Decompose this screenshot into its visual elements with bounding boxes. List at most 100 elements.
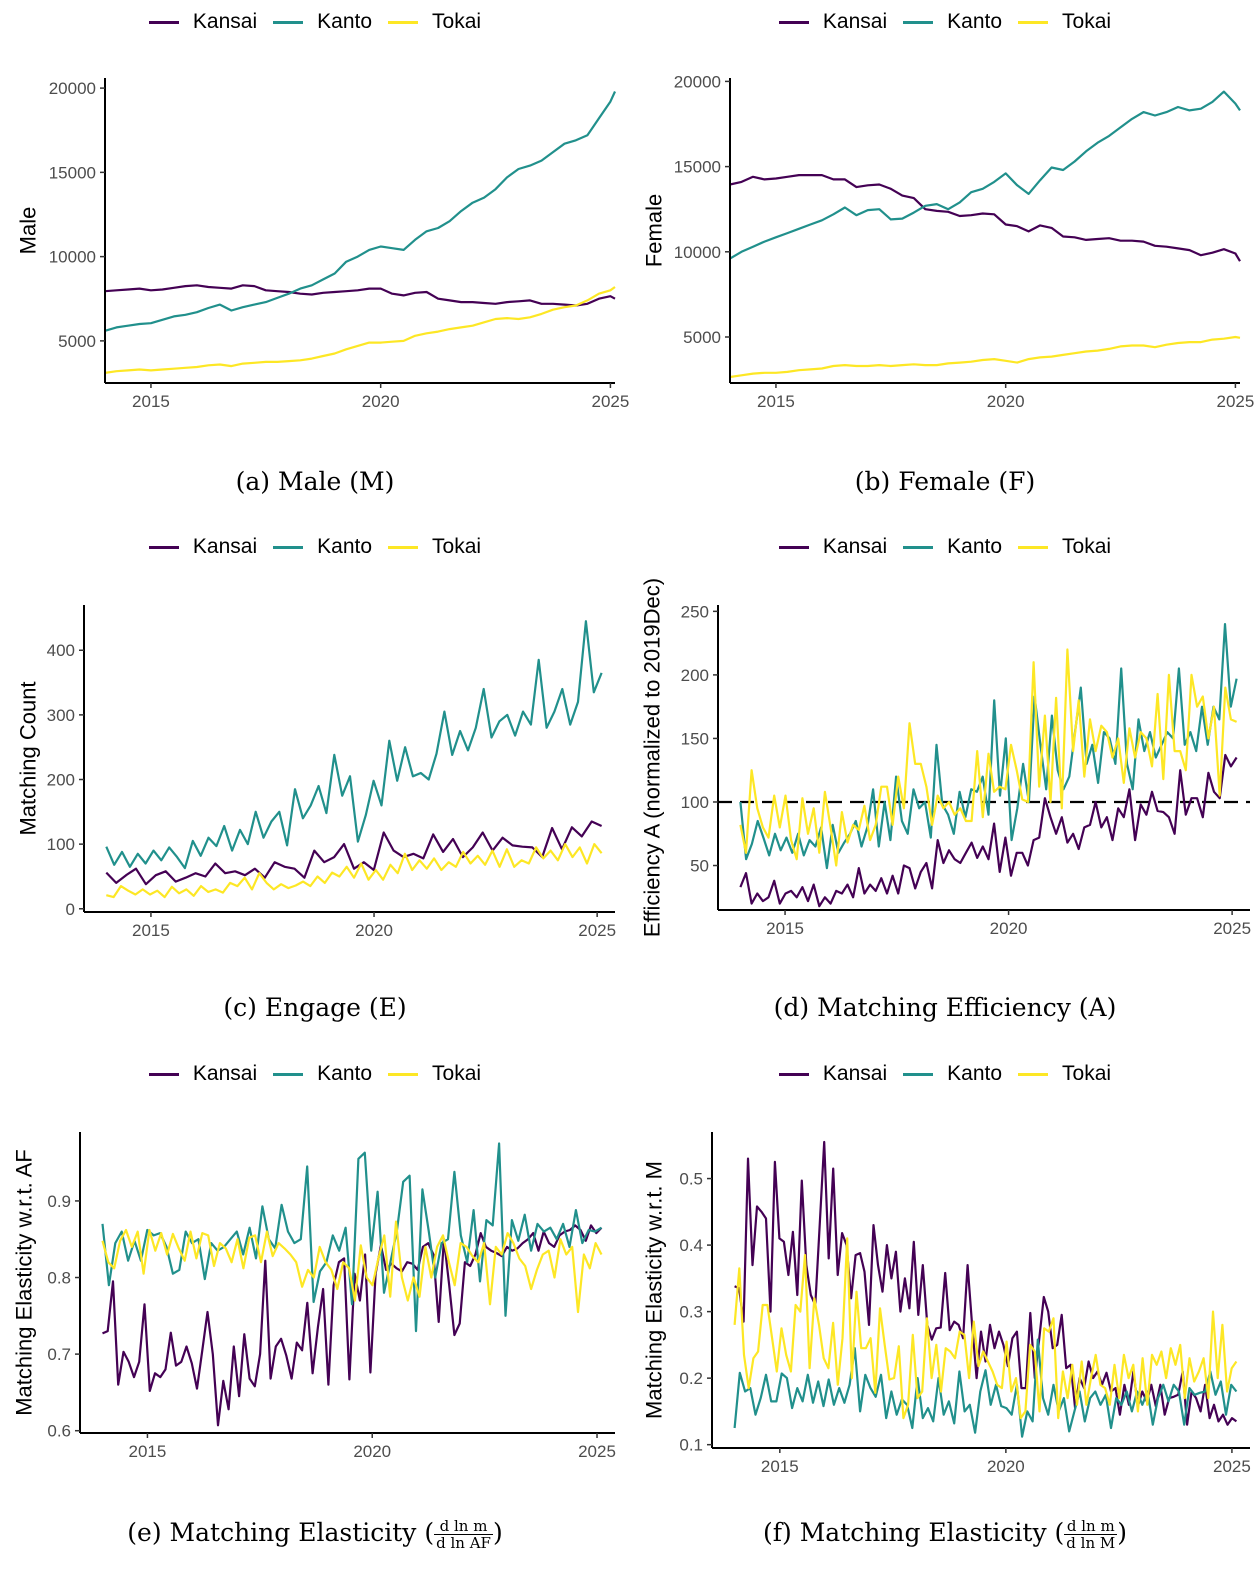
caption-a: (a) Male (M) — [235, 467, 395, 496]
panel-b-female: Kansai Kanto Tokai 5000 10000 15000 20000 2015… — [630, 0, 1260, 525]
legend-swatch — [273, 545, 304, 549]
legend-label: Kanto — [947, 535, 1003, 558]
legend-swatch — [1018, 545, 1049, 549]
legend-item-kansai: Kansai — [148, 535, 257, 559]
fraction-numerator: d ln m — [434, 1518, 493, 1535]
y-tick-label: 5000 — [683, 328, 721, 347]
legend-item-tokai: Tokai — [1018, 1062, 1111, 1086]
series-line-kanto — [104, 91, 617, 332]
caption-f-suffix: ) — [1117, 1518, 1128, 1547]
legend-item-tokai: Tokai — [388, 535, 481, 559]
fraction-denominator: d ln M — [1066, 1534, 1116, 1552]
legend-label: Kanto — [947, 1062, 1003, 1085]
x-tick-label: 2015 — [757, 392, 795, 411]
legend-item-kanto: Kanto — [273, 535, 372, 559]
legend-item-kansai: Kansai — [778, 10, 887, 34]
y-tick-label: 10000 — [674, 243, 721, 262]
chart-b: 5000 10000 15000 20000 2015 2020 2025 Female — [642, 72, 1255, 411]
y-tick-label: 0.7 — [47, 1345, 71, 1364]
legend: Kansai Kanto Tokai — [0, 10, 630, 34]
x-tick-label: 2025 — [1216, 392, 1254, 411]
legend-swatch — [1018, 1072, 1049, 1076]
y-tick-label: 0.9 — [47, 1192, 71, 1211]
x-tick-label: 2015 — [132, 921, 170, 940]
legend-label: Kansai — [822, 535, 888, 558]
y-tick-label: 0.2 — [679, 1369, 703, 1388]
y-tick-label: 0.3 — [679, 1303, 703, 1322]
legend-swatch — [903, 20, 934, 24]
y-tick-label: 0.6 — [47, 1422, 71, 1441]
legend-item-kanto: Kanto — [273, 1062, 372, 1086]
legend-item-tokai: Tokai — [1018, 535, 1111, 559]
y-tick-label: 200 — [47, 771, 75, 790]
legend-item-kansai: Kansai — [148, 1062, 258, 1086]
legend-swatch — [903, 1072, 934, 1076]
y-axis-title: Matching Count — [16, 681, 41, 835]
caption-e-prefix: (e) Matching Elasticity ( — [127, 1518, 435, 1547]
legend-swatch — [903, 545, 934, 549]
legend-label: Tokai — [1062, 535, 1112, 558]
legend-label: Kanto — [317, 535, 373, 558]
series-line-tokai — [729, 335, 1241, 379]
legend-swatch — [148, 20, 179, 24]
x-tick-label: 2020 — [353, 1442, 391, 1461]
legend-swatch — [388, 1072, 419, 1076]
caption-c: (c) Engage (E) — [223, 993, 407, 1022]
panel-a-male: Kansai Kanto Tokai 5000 10000 15000 20000 2015… — [0, 0, 630, 525]
x-tick-label: 2020 — [990, 919, 1028, 938]
legend-label: Tokai — [1062, 10, 1112, 33]
series-line-kansai — [104, 284, 616, 307]
series-line-kanto — [101, 1142, 603, 1333]
x-tick-label: 2020 — [987, 392, 1025, 411]
y-tick-label: 0.5 — [679, 1170, 703, 1189]
x-tick-label: 2025 — [591, 392, 629, 411]
chart-e: 0.6 0.7 0.8 0.9 2015 2020 2025 Matching Elastic… — [12, 1132, 616, 1461]
legend-label: Kanto — [317, 10, 373, 33]
y-tick-label: 20000 — [674, 72, 721, 91]
legend-item-kanto: Kanto — [903, 535, 1002, 559]
series-line-kansai — [102, 1224, 603, 1427]
y-axis-title: Efficiency A (normalized to 2019Dec) — [640, 578, 665, 937]
y-tick-label: 20000 — [49, 79, 96, 98]
legend-swatch — [148, 545, 179, 549]
y-axis-title: Female — [642, 194, 667, 267]
legend-swatch — [778, 1072, 809, 1076]
x-tick-label: 2025 — [1213, 1457, 1251, 1476]
panel-f-elasticity-m: Kansai Kanto Tokai 0.1 0.2 0.3 0.4 0.5 2015 2020… — [630, 1050, 1260, 1584]
caption-d: (d) Matching Efficiency (A) — [773, 993, 1117, 1022]
y-tick-label: 5000 — [58, 332, 96, 351]
series-line-kanto — [733, 1338, 1238, 1438]
legend-label: Kansai — [822, 1062, 888, 1085]
fraction-numerator: d ln m — [1064, 1518, 1118, 1535]
legend-label: Tokai — [1062, 1062, 1112, 1085]
chart-f: 0.1 0.2 0.3 0.4 0.5 2015 2020 2025 Matching Elas… — [642, 1132, 1251, 1476]
legend-label: Kanto — [947, 10, 1003, 33]
x-tick-label: 2020 — [987, 1457, 1025, 1476]
series-line-kanto — [729, 90, 1241, 260]
y-axis-title: Male — [16, 207, 41, 255]
legend-label: Tokai — [432, 1062, 482, 1085]
fraction-denominator: d ln AF — [436, 1534, 491, 1552]
legend-item-tokai: Tokai — [1018, 10, 1111, 34]
y-tick-label: 150 — [681, 729, 709, 748]
series-line-tokai — [101, 1220, 603, 1314]
legend-item-kanto: Kanto — [903, 10, 1002, 34]
legend-swatch — [1018, 20, 1049, 24]
y-tick-label: 300 — [47, 706, 75, 725]
legend-label: Kansai — [192, 1062, 258, 1085]
legend-item-kansai: Kansai — [778, 1062, 888, 1086]
x-tick-label: 2025 — [578, 921, 616, 940]
x-tick-label: 2020 — [362, 392, 400, 411]
y-axis-title: Matching Elasticity w.r.t. M — [642, 1161, 667, 1419]
x-tick-label: 2020 — [355, 921, 393, 940]
legend-swatch — [148, 1072, 179, 1076]
legend: Kansai Kanto Tokai — [0, 535, 630, 559]
y-tick-label: 10000 — [49, 248, 96, 267]
legend-item-kansai: Kansai — [148, 10, 257, 34]
y-tick-label: 50 — [690, 857, 709, 876]
legend: Kansai Kanto Tokai — [630, 535, 1260, 559]
y-tick-label: 0.8 — [47, 1269, 71, 1288]
